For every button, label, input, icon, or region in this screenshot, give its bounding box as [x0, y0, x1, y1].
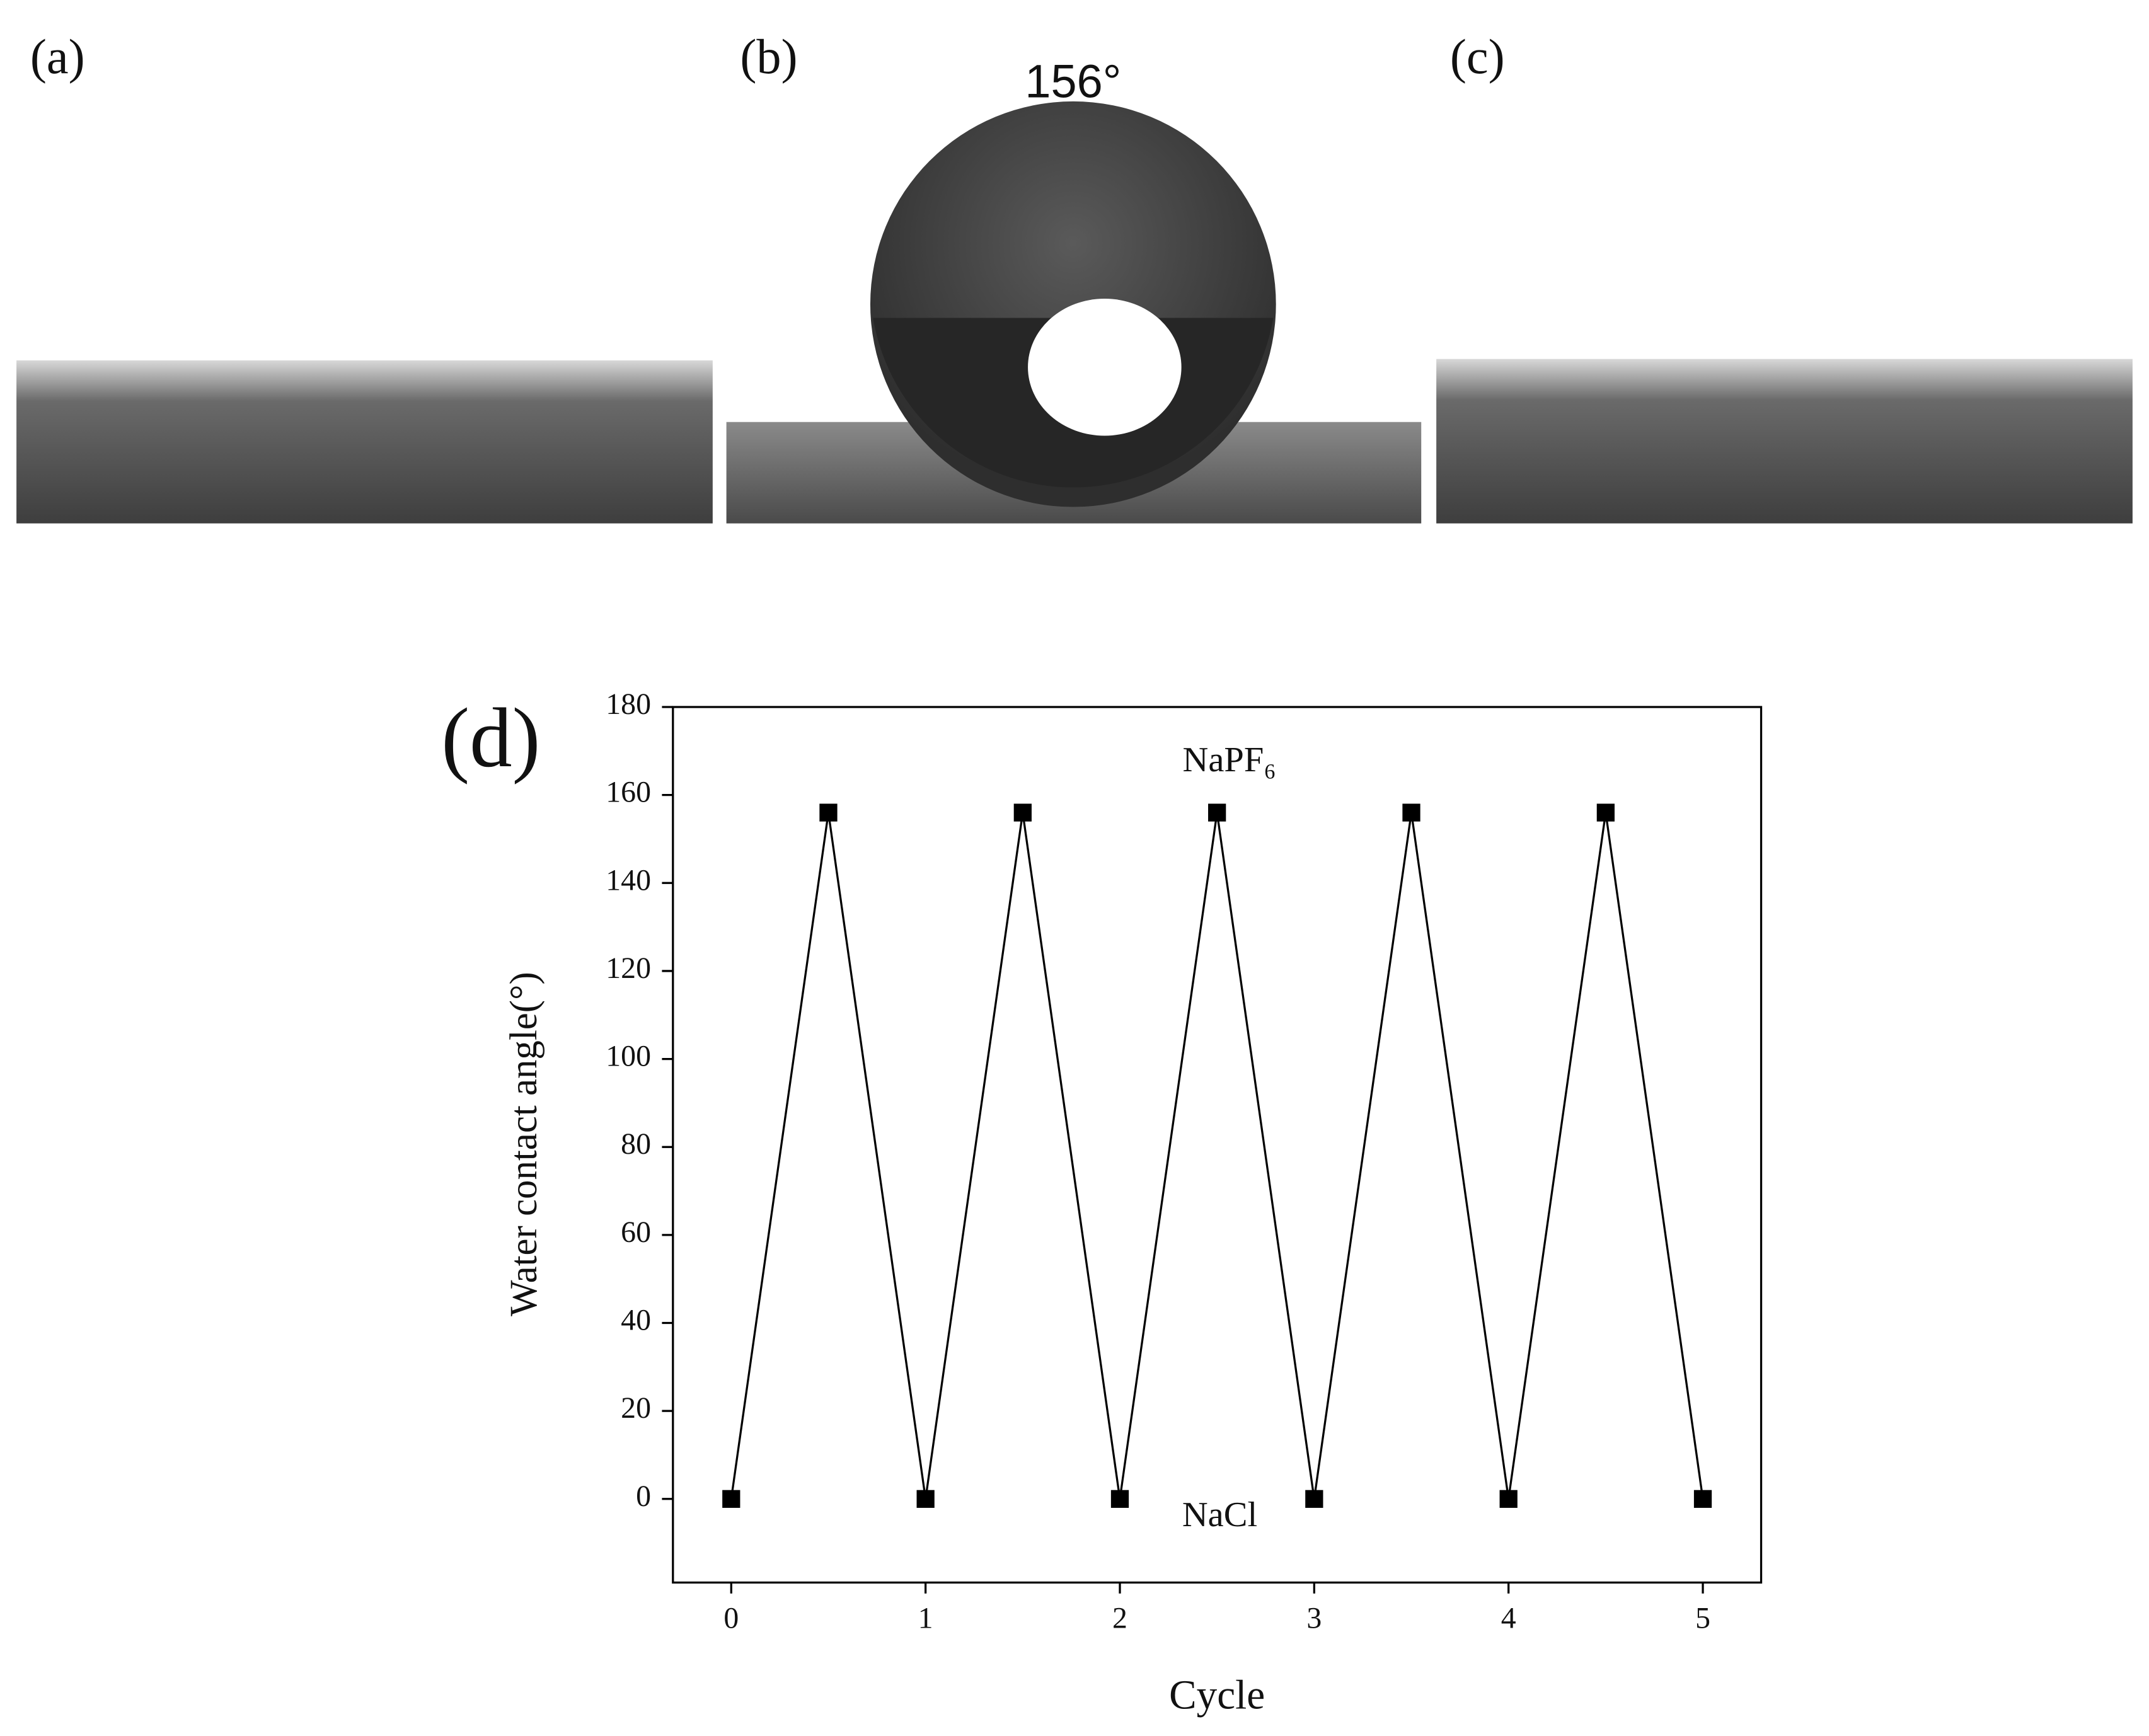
photo-c — [1436, 359, 2133, 524]
data-point — [1596, 803, 1615, 822]
y-tick-label: 80 — [621, 1127, 651, 1161]
y-tick-label: 180 — [606, 687, 651, 721]
panel-label: (d) — [441, 691, 540, 785]
plot-frame — [672, 706, 1763, 1584]
y-tick-label: 140 — [606, 863, 651, 897]
panel-label: (b) — [740, 29, 797, 84]
x-axis-label: Cycle — [1169, 1672, 1265, 1718]
droplet-reflection — [1028, 299, 1182, 436]
photo-b — [726, 101, 1422, 524]
y-tick-label: 100 — [606, 1040, 651, 1073]
x-tick-label: 4 — [1501, 1601, 1516, 1635]
data-point — [1013, 803, 1032, 822]
data-point — [916, 1490, 935, 1508]
data-line — [730, 812, 1704, 1500]
x-tick-label: 1 — [918, 1601, 933, 1635]
data-point — [1499, 1490, 1518, 1508]
photo-annotation: 156° — [1025, 55, 1121, 107]
data-point — [1110, 1490, 1129, 1508]
photo-a — [16, 360, 713, 524]
data-point — [819, 803, 838, 822]
substrate — [1436, 359, 2133, 524]
y-axis-label: Water contact angle(°) — [503, 972, 545, 1316]
y-tick-label: 0 — [636, 1480, 651, 1513]
panel-label: (a) — [30, 29, 85, 84]
y-tick-label: 40 — [621, 1304, 651, 1337]
data-point — [1305, 1490, 1323, 1508]
x-tick-label: 0 — [723, 1601, 739, 1635]
panel-label: (c) — [1450, 29, 1505, 84]
x-tick-label: 2 — [1112, 1601, 1127, 1635]
x-tick-label: 3 — [1306, 1601, 1322, 1635]
substrate — [16, 360, 713, 524]
data-point — [722, 1490, 740, 1508]
data-point — [1402, 803, 1420, 822]
y-tick-label: 60 — [621, 1216, 651, 1249]
y-tick-label: 120 — [606, 951, 651, 985]
y-tick-label: 160 — [606, 776, 651, 809]
x-tick-label: 5 — [1695, 1601, 1710, 1635]
annotation: NaCl — [1182, 1495, 1257, 1534]
data-point — [1693, 1490, 1712, 1508]
y-tick-label: 20 — [621, 1391, 651, 1425]
annotation: NaPF₆ — [1183, 740, 1276, 779]
data-point — [1208, 803, 1226, 822]
